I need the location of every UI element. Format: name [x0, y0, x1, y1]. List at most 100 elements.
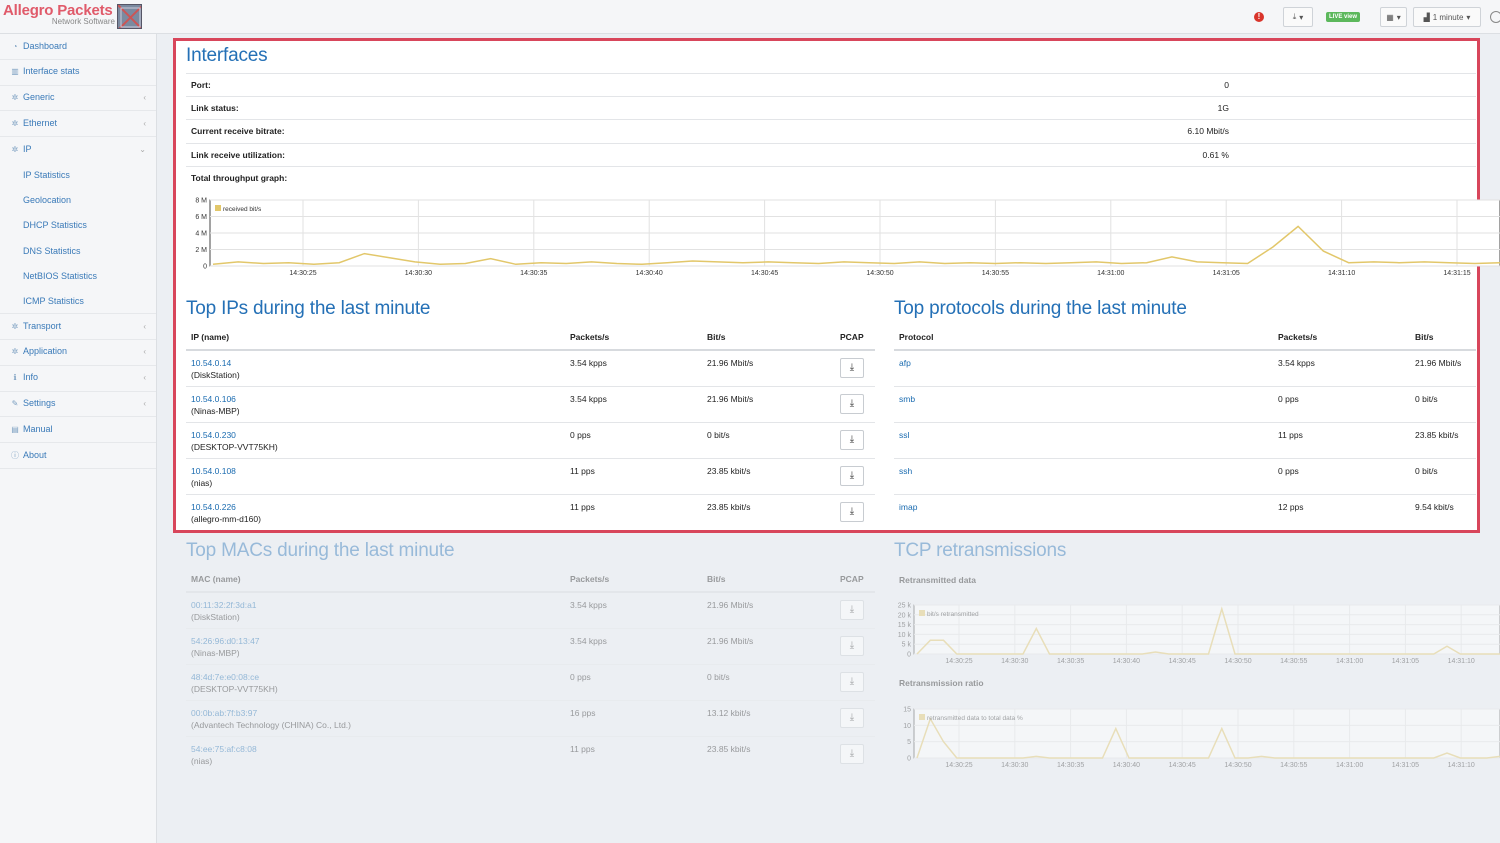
utilization-label: Link receive utilization:: [191, 150, 285, 160]
protocol-link[interactable]: ssh: [899, 465, 913, 476]
pcap-download-button[interactable]: ⤓: [840, 393, 864, 414]
sidebar-item-manual[interactable]: ▤ Manual: [0, 417, 156, 444]
x-tick-label: 14:30:45: [1169, 658, 1196, 665]
pcap-download-button[interactable]: ⤓: [840, 501, 864, 522]
table-row: ssl 11 pps 23.85 kbit/s: [894, 422, 1476, 459]
sidebar-item-ip[interactable]: ✲ IP ⌄: [0, 137, 156, 163]
col-packets[interactable]: Packets/s: [565, 567, 702, 593]
chevron-down-icon: ⌄: [139, 145, 146, 155]
packets-value: 3.54 kpps: [565, 628, 702, 665]
col-bits[interactable]: Bit/s: [702, 325, 835, 351]
brand-name: Allegro Packets: [3, 2, 113, 19]
ip-link[interactable]: 10.54.0.106: [191, 393, 236, 404]
protocol-link[interactable]: imap: [899, 501, 918, 512]
chevron-left-icon: ‹: [143, 399, 146, 408]
y-tick-label: 10 k: [898, 632, 912, 639]
bits-value: 23.85 kbit/s: [1410, 422, 1476, 459]
col-mac-name[interactable]: MAC (name): [186, 567, 565, 593]
packets-value: 0 pps: [565, 422, 702, 459]
ip-link[interactable]: 10.54.0.108: [191, 465, 236, 476]
y-tick-label: 5 k: [902, 642, 912, 649]
interval-select[interactable]: ▟ 1 minute ▾: [1413, 7, 1481, 27]
sidebar-item-label: Generic: [23, 92, 55, 103]
pcap-download-button[interactable]: ⤓: [840, 358, 864, 378]
pcap-download-button[interactable]: ⤓: [840, 635, 864, 656]
retransmission-ratio-chart[interactable]: 0 5 10 15 14:30:25 14:30:30 14:30:35 14:30:40 14…: [894, 702, 1500, 770]
legend-swatch: [215, 205, 221, 211]
live-view-badge[interactable]: LIVE view: [1326, 12, 1361, 22]
x-tick-label: 14:31:05: [1392, 658, 1419, 665]
packets-value: 11 pps: [1273, 422, 1410, 459]
bits-value: 21.96 Mbit/s: [702, 628, 835, 665]
protocol-link[interactable]: smb: [899, 393, 916, 404]
download-icon: ⤓: [849, 639, 855, 651]
sidebar-item-settings[interactable]: ✎ Settings ‹: [0, 392, 156, 418]
sidebar-sub-ip-statistics[interactable]: IP Statistics: [23, 169, 70, 180]
dashboard-icon: ◔: [12, 41, 18, 51]
pcap-download-button[interactable]: ⤓: [840, 429, 864, 450]
ip-link[interactable]: 10.54.0.226: [191, 501, 236, 512]
gear-icon: ✲: [11, 321, 19, 331]
pcap-download-button[interactable]: ⤓: [840, 671, 864, 692]
protocol-link[interactable]: ssl: [899, 429, 910, 440]
info-icon: ℹ: [13, 373, 17, 383]
table-row: 48:4d:7e:e0:08:ce (DESKTOP-VVT75KH) 0 pps 0…: [186, 664, 875, 701]
packets-value: 11 pps: [565, 458, 702, 495]
mac-link[interactable]: 48:4d:7e:e0:08:ce: [191, 671, 260, 682]
ip-link[interactable]: 10.54.0.14: [191, 358, 232, 368]
wrench-icon: ✎: [11, 399, 19, 408]
pcap-download-button[interactable]: ⤓: [840, 600, 864, 620]
port-value: 0: [1224, 80, 1229, 90]
x-tick-label: 14:30:40: [1113, 658, 1140, 665]
sidebar-item-info[interactable]: ℹ Info ‹: [0, 366, 156, 392]
y-tick-label: 0: [907, 652, 911, 659]
sidebar-item-transport[interactable]: ✲ Transport ‹: [0, 314, 156, 340]
chevron-left-icon: ‹: [143, 93, 146, 103]
sidebar-item-generic[interactable]: ✲ Generic ‹: [0, 86, 156, 112]
bits-value: 0 bit/s: [702, 422, 835, 459]
sidebar-sub-geolocation[interactable]: Geolocation: [23, 195, 72, 206]
calendar-icon: ▦: [1386, 12, 1394, 22]
ip-link[interactable]: 10.54.0.230: [191, 429, 236, 440]
brand-logo[interactable]: Allegro Packets Network Software: [3, 2, 115, 26]
legend-label: bit/s retransmitted: [927, 611, 979, 618]
alert-icon[interactable]: !: [1254, 12, 1264, 22]
sidebar-sub-dns-statistics[interactable]: DNS Statistics: [23, 245, 81, 256]
mac-link[interactable]: 54:26:96:d0:13:47: [191, 635, 260, 646]
host-name: (DiskStation): [191, 612, 240, 622]
col-packets[interactable]: Packets/s: [565, 325, 702, 351]
pcap-download-button[interactable]: ⤓: [840, 465, 864, 486]
sidebar-item-dashboard[interactable]: ◔ Dashboard: [0, 34, 156, 60]
bits-value: 9.54 kbit/s: [1415, 501, 1454, 512]
pcap-download-button[interactable]: ⤓: [840, 743, 864, 764]
sidebar-sub-icmp-statistics[interactable]: ICMP Statistics: [0, 289, 156, 315]
mac-link[interactable]: 00:11:32:2f:3d:a1: [191, 600, 257, 610]
protocol-link[interactable]: afp: [899, 358, 911, 368]
col-protocol[interactable]: Protocol: [894, 325, 1273, 351]
sidebar-item-application[interactable]: ✲ Application ‹: [0, 340, 156, 366]
utilization-value: 0.61 %: [1202, 150, 1229, 160]
col-bits[interactable]: Bit/s: [1410, 325, 1476, 351]
mac-link[interactable]: 00:0b:ab:7f:b3:97: [191, 707, 258, 718]
pcap-download-button[interactable]: ⤓: [840, 707, 864, 728]
sidebar-sub-dhcp-statistics[interactable]: DHCP Statistics: [23, 220, 87, 231]
col-packets[interactable]: Packets/s: [1273, 325, 1410, 351]
col-bits[interactable]: Bit/s: [702, 567, 835, 593]
sidebar-item-ethernet[interactable]: ✲ Ethernet ‹: [0, 111, 156, 138]
sidebar-item-about[interactable]: ⓘ About: [0, 443, 156, 469]
calendar-menu-button[interactable]: ▦ ▾: [1380, 7, 1407, 27]
x-tick-label: 14:30:25: [945, 658, 972, 665]
retransmitted-data-chart[interactable]: 0 5 k 10 k 15 k 20 k 25 k 14:30:25 14:30:30 14:3…: [894, 598, 1500, 666]
sidebar-item-label: Manual: [23, 423, 53, 434]
power-icon[interactable]: [1490, 11, 1500, 23]
chart-icon: ▥: [11, 67, 19, 77]
sidebar-sub-netbios-statistics[interactable]: NetBIOS Statistics: [23, 270, 98, 281]
mac-link[interactable]: 54:ee:75:af:c8:08: [191, 743, 257, 754]
download-icon: ⤓: [849, 604, 855, 615]
sidebar-item-interface-stats[interactable]: ▥ Interface stats: [0, 60, 156, 86]
x-tick-label: 14:30:25: [289, 270, 316, 277]
throughput-chart[interactable]: 0 2 M 4 M 6 M 8 M 14:30:25 14:30:30 14:30:35 14:…: [186, 193, 1500, 283]
download-menu-button[interactable]: ⤓ ▾: [1283, 7, 1313, 27]
col-ip-name[interactable]: IP (name): [186, 325, 565, 351]
table-row: 54:26:96:d0:13:47 (Ninas-MBP) 3.54 kpps 21.…: [186, 628, 875, 665]
